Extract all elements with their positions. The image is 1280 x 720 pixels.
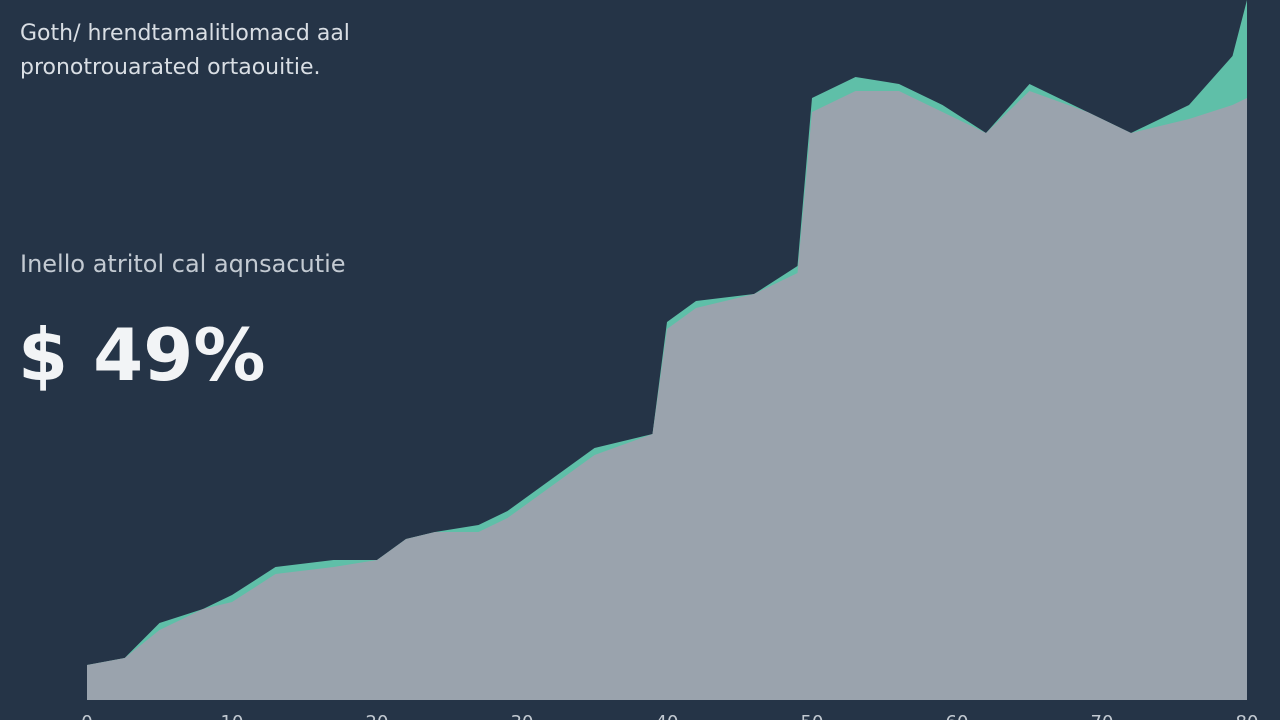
metric-label: Inello atritol cal aqnsacutie <box>20 250 346 278</box>
x-tick-label: 40 <box>656 712 679 720</box>
x-tick-label: 60 <box>946 712 969 720</box>
subtitle-line: Goth/ hrendtamalitlomacd aal <box>20 21 350 46</box>
x-tick-label: 50 <box>801 712 824 720</box>
metric-value: $ 49% <box>18 313 266 397</box>
x-tick-label: 70 <box>1091 712 1114 720</box>
x-tick-label: 0 <box>81 712 92 720</box>
subtitle-line: pronotrouarated ortaouitie. <box>20 55 321 80</box>
x-tick-label: 80 <box>1236 712 1259 720</box>
x-tick-label: 20 <box>366 712 389 720</box>
x-tick-label: 10 <box>221 712 244 720</box>
plot-area <box>87 0 1247 700</box>
x-tick-label: 30 <box>511 712 534 720</box>
area <box>87 91 1247 700</box>
